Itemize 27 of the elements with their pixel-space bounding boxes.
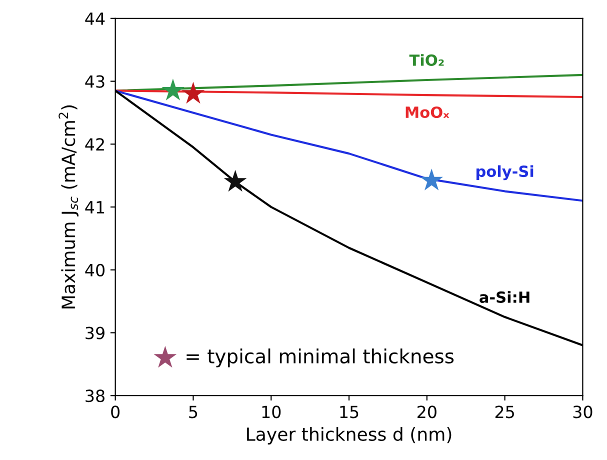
x-tick-label: 0 bbox=[111, 406, 120, 418]
y-tick-label: 40 bbox=[85, 264, 104, 276]
x-axis-title: Layer thickness d (nm) bbox=[247, 427, 452, 444]
point bbox=[420, 168, 444, 190]
series-label: TiO₂ bbox=[409, 54, 444, 66]
annotation: = typical minimal thickness bbox=[186, 348, 454, 368]
x-tick-label: 25 bbox=[495, 406, 514, 418]
y-axis-title: Maximum J$_{sc}$ (mA/cm$^{2}$) bbox=[58, 105, 79, 308]
y-tick-label: 44 bbox=[85, 12, 105, 25]
point bbox=[162, 78, 184, 100]
x-tick-label: 10 bbox=[262, 406, 281, 418]
line-series bbox=[115, 90, 583, 202]
x-tick-label: 30 bbox=[573, 406, 592, 418]
x-tick-label: 5 bbox=[189, 406, 198, 418]
y-tick-label: 43 bbox=[85, 75, 104, 88]
y-tick-label: 39 bbox=[86, 326, 104, 340]
y-tick-label: 41 bbox=[85, 201, 104, 214]
series-label: a-Si:H bbox=[480, 291, 530, 303]
y-tick-label: 38 bbox=[86, 390, 104, 402]
x-tick-label: 15 bbox=[340, 406, 358, 418]
point bbox=[224, 170, 247, 192]
x-tick-label: 20 bbox=[418, 406, 436, 418]
y-tick-label: 42 bbox=[85, 138, 104, 150]
point bbox=[182, 82, 205, 104]
series-label: MoOₓ bbox=[406, 106, 450, 118]
line-series bbox=[115, 90, 583, 98]
series-label: poly-Si bbox=[476, 165, 534, 180]
